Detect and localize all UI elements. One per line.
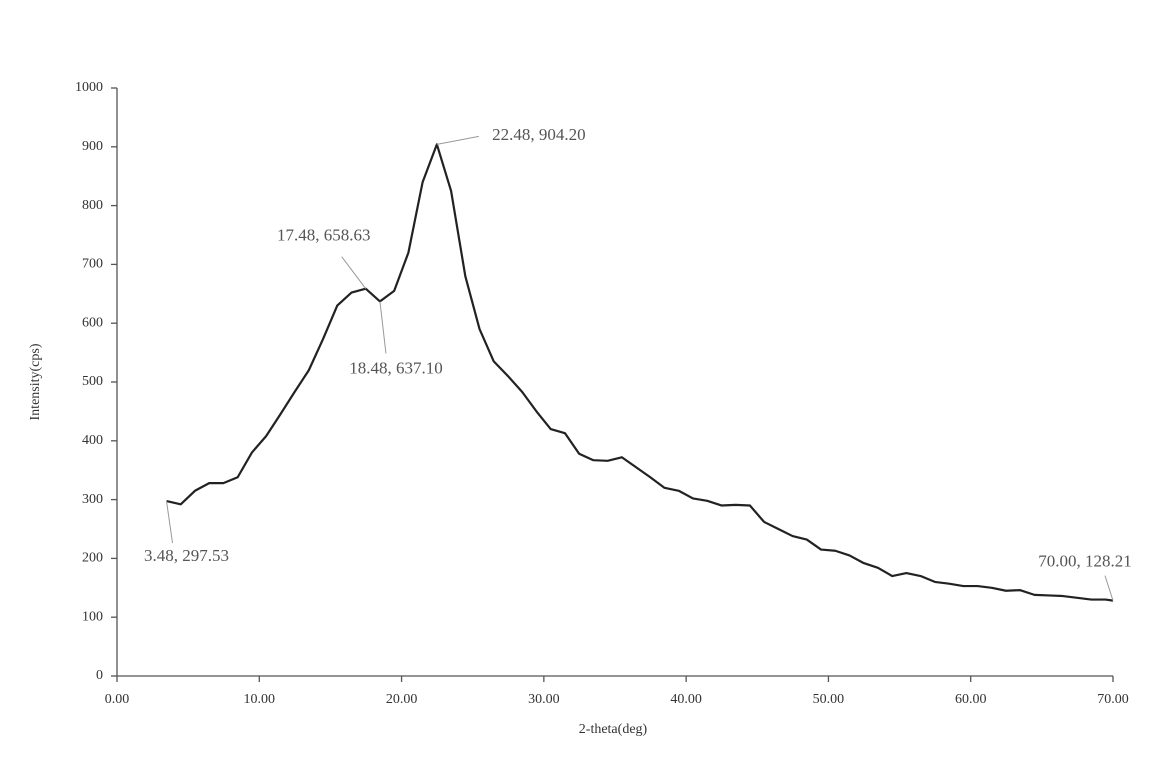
y-tick-label: 600 — [82, 315, 103, 330]
y-tick-label: 900 — [82, 139, 103, 154]
line-series — [166, 143, 1114, 602]
y-tick-label: 400 — [82, 433, 103, 448]
x-tick-label: 20.00 — [386, 692, 418, 707]
y-tick-label: 0 — [96, 668, 103, 683]
y-axis-label: Intensity(cps) — [28, 343, 43, 420]
y-tick-label: 1000 — [75, 80, 103, 95]
x-tick-label: 0.00 — [105, 692, 130, 707]
annotation-label: 18.48, 637.10 — [349, 358, 443, 377]
y-tick-label: 100 — [82, 609, 103, 624]
x-tick-label: 50.00 — [813, 692, 845, 707]
x-tick-label: 10.00 — [244, 692, 276, 707]
x-tick-label: 70.00 — [1097, 692, 1129, 707]
y-tick-label: 200 — [82, 551, 103, 566]
x-tick-label: 40.00 — [670, 692, 702, 707]
y-tick-label: 500 — [82, 374, 103, 389]
annotation-label: 17.48, 658.63 — [277, 226, 371, 245]
annotation-leader — [341, 256, 367, 290]
annotation-leader — [379, 301, 387, 354]
annotation-label: 22.48, 904.20 — [492, 125, 586, 144]
x-axis-label: 2-theta(deg) — [579, 722, 648, 737]
annotation-label: 3.48, 297.53 — [144, 546, 229, 565]
y-tick-label: 700 — [82, 257, 103, 272]
annotation-leader — [1104, 575, 1114, 601]
x-tick-label: 30.00 — [528, 692, 560, 707]
y-tick-label: 300 — [82, 492, 103, 507]
annotation-leader — [166, 500, 174, 544]
annotation-label: 70.00, 128.21 — [1038, 552, 1132, 571]
y-tick-label: 800 — [82, 198, 103, 213]
x-tick-label: 60.00 — [955, 692, 987, 707]
annotation-leader — [436, 135, 479, 145]
